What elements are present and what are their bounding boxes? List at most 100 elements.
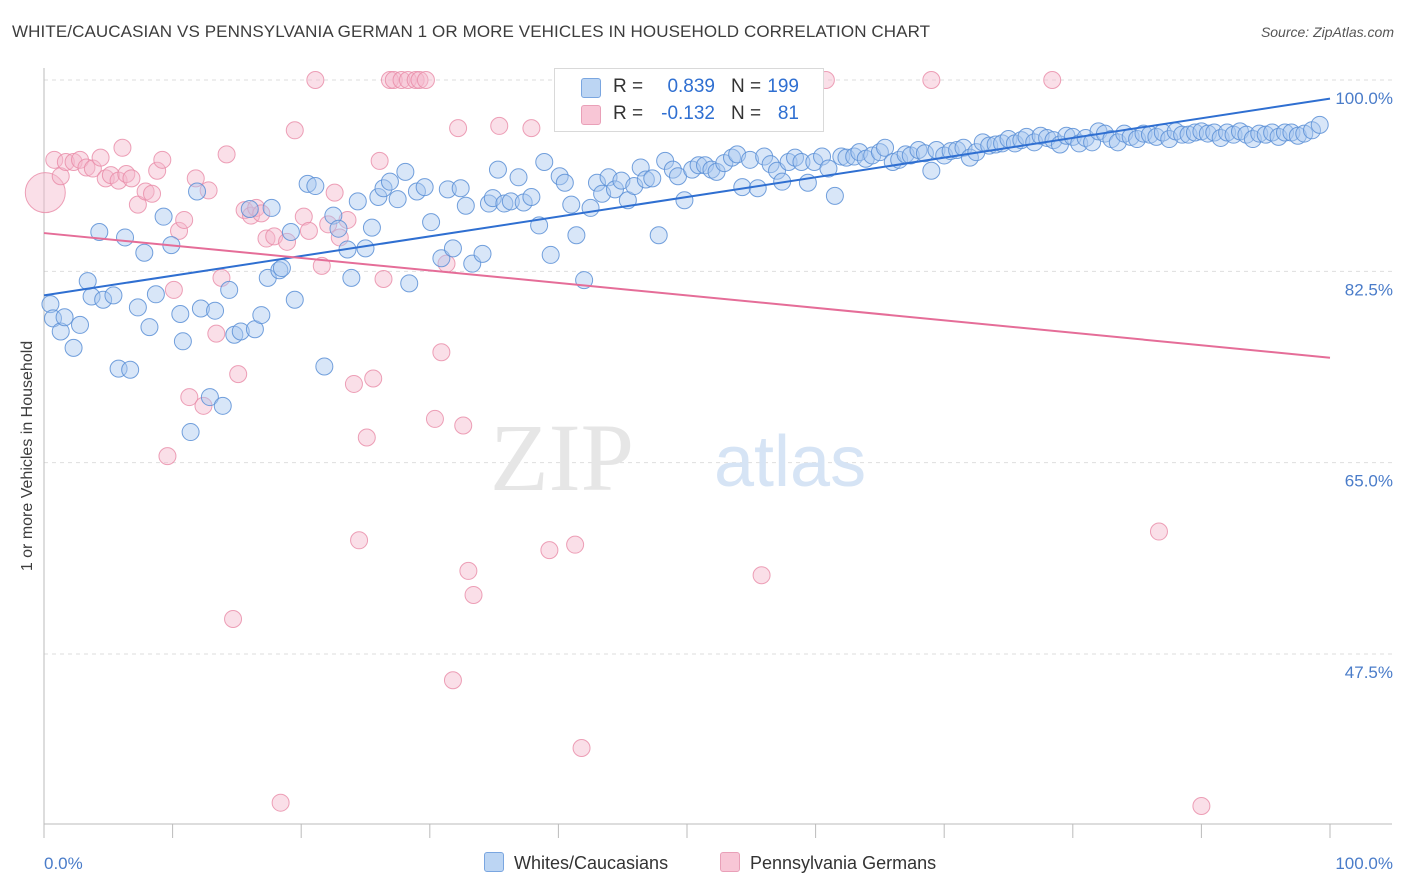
data-point-pink bbox=[752, 566, 771, 585]
data-point-blue bbox=[625, 177, 644, 196]
data-point-pink bbox=[257, 229, 276, 248]
legend-item-pennsylvania-germans[interactable]: Pennsylvania Germans bbox=[720, 852, 936, 874]
data-point-pink bbox=[464, 585, 483, 604]
y-tick-label: 82.5% bbox=[1345, 280, 1393, 299]
data-point-blue bbox=[1185, 123, 1204, 142]
data-point-pink bbox=[306, 71, 325, 89]
axes-layer bbox=[43, 68, 1392, 838]
data-point-pink bbox=[350, 531, 369, 550]
chart-title: WHITE/CAUCASIAN VS PENNSYLVANIA GERMAN 1… bbox=[12, 22, 931, 41]
data-point-pink bbox=[406, 71, 425, 89]
data-point-pink bbox=[344, 374, 363, 393]
data-point-blue bbox=[922, 161, 941, 180]
data-point-blue bbox=[631, 158, 650, 177]
data-point-blue bbox=[1310, 115, 1329, 134]
data-point-blue bbox=[755, 147, 774, 166]
data-point-pink bbox=[217, 145, 236, 164]
watermark-atlas: atlas bbox=[714, 422, 866, 502]
data-point-blue bbox=[555, 173, 574, 192]
data-point-blue bbox=[306, 177, 325, 196]
r-value: 0.839 bbox=[667, 76, 715, 97]
data-point-pink bbox=[454, 416, 473, 435]
legend-item-whites[interactable]: Whites/Caucasians bbox=[484, 852, 668, 874]
data-point-pink bbox=[153, 150, 172, 169]
data-point-pink bbox=[158, 447, 177, 466]
data-point-pink bbox=[136, 182, 155, 201]
data-point-pink bbox=[180, 388, 199, 407]
data-point-blue bbox=[495, 194, 514, 213]
data-point-blue bbox=[741, 150, 760, 169]
data-point-pink bbox=[1192, 796, 1211, 815]
data-point-pink bbox=[384, 71, 403, 89]
data-point-blue bbox=[173, 332, 192, 351]
blue-swatch bbox=[484, 852, 504, 872]
data-point-blue bbox=[1192, 122, 1211, 141]
data-point-blue bbox=[643, 169, 662, 188]
legend-row-blue: R = 0.839 N = 199 bbox=[555, 73, 823, 101]
data-point-blue bbox=[200, 388, 219, 407]
data-point-blue bbox=[396, 162, 415, 181]
data-point-blue bbox=[488, 160, 507, 179]
data-point-blue bbox=[1218, 123, 1237, 142]
data-point-blue bbox=[220, 280, 239, 299]
pink-swatch bbox=[720, 852, 740, 872]
data-point-pink bbox=[91, 148, 110, 167]
data-point-blue bbox=[832, 147, 851, 166]
data-point-blue bbox=[240, 200, 259, 219]
data-point-pink bbox=[122, 169, 141, 188]
y-tick-label: 65.0% bbox=[1345, 472, 1393, 491]
data-point-pink bbox=[164, 280, 183, 299]
n-value: 199 bbox=[767, 76, 799, 97]
data-point-blue bbox=[71, 315, 90, 334]
data-point-blue bbox=[501, 192, 520, 211]
data-point-pink bbox=[56, 153, 75, 171]
y-tick-label: 47.5% bbox=[1345, 663, 1393, 682]
data-point-blue bbox=[649, 226, 668, 245]
pink-swatch bbox=[581, 105, 601, 125]
data-point-blue bbox=[171, 304, 190, 323]
data-point-pink bbox=[449, 119, 468, 138]
data-point-blue bbox=[128, 298, 147, 317]
data-point-blue bbox=[1083, 133, 1102, 152]
data-point-blue bbox=[262, 198, 281, 217]
data-point-pink bbox=[207, 324, 226, 343]
data-point-pink bbox=[51, 167, 70, 186]
data-point-blue bbox=[541, 245, 560, 264]
data-point-pink bbox=[357, 428, 376, 447]
trend-line-blue bbox=[43, 97, 1331, 297]
correlation-legend: R = 0.839 N = 199 R = -0.132 N = 81 bbox=[554, 68, 824, 132]
data-point-blue bbox=[90, 222, 109, 241]
data-point-blue bbox=[825, 186, 844, 205]
data-point-blue bbox=[55, 308, 74, 327]
data-point-blue bbox=[270, 261, 289, 280]
y-axis-label: 1 or more Vehicles in Household bbox=[19, 340, 36, 572]
y-tick-label: 100.0% bbox=[1335, 89, 1393, 108]
trend-line-pink bbox=[43, 232, 1331, 359]
data-point-blue bbox=[116, 228, 135, 247]
data-point-pink bbox=[425, 409, 444, 428]
data-point-blue bbox=[483, 189, 502, 208]
data-point-blue bbox=[213, 396, 232, 415]
data-point-pink bbox=[175, 210, 194, 229]
data-point-blue bbox=[1288, 126, 1307, 145]
data-point-blue bbox=[567, 226, 586, 245]
legend-label: Pennsylvania Germans bbox=[750, 853, 937, 873]
data-point-pink bbox=[294, 207, 313, 226]
legend-label: Whites/Caucasians bbox=[514, 853, 669, 873]
watermark: ZIP atlas bbox=[490, 404, 866, 511]
data-point-pink bbox=[148, 161, 167, 180]
data-point-blue bbox=[819, 159, 838, 178]
data-point-blue bbox=[181, 423, 200, 442]
r-value: -0.132 bbox=[661, 103, 715, 124]
data-point-blue bbox=[231, 322, 250, 341]
blue-series-points bbox=[41, 115, 1329, 442]
data-point-pink bbox=[247, 198, 266, 217]
data-point-pink bbox=[312, 256, 331, 275]
x-tick-label: 100.0% bbox=[1335, 854, 1393, 873]
data-point-pink bbox=[443, 671, 462, 690]
data-point-pink bbox=[143, 184, 162, 203]
data-point-pink bbox=[922, 71, 941, 89]
data-point-blue bbox=[748, 179, 767, 198]
data-point-blue bbox=[51, 322, 70, 341]
